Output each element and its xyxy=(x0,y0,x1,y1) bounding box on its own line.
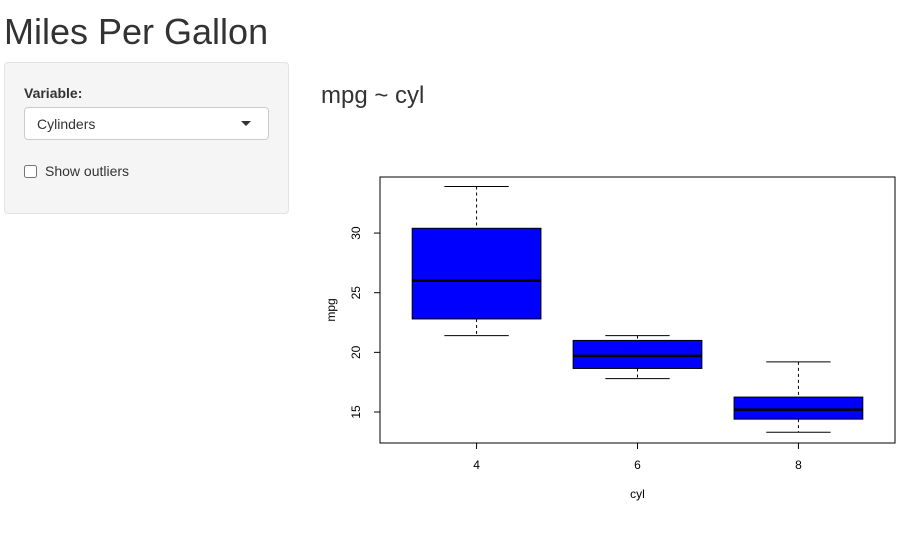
plot-title: mpg ~ cyl xyxy=(321,82,425,109)
chevron-down-icon xyxy=(241,121,251,126)
x-tick-label: 6 xyxy=(634,458,641,472)
sidebar-panel: Variable: Cylinders Show outliers xyxy=(4,62,289,214)
box-6 xyxy=(572,339,703,369)
y-axis-label: mpg xyxy=(324,298,338,321)
show-outliers-label[interactable]: Show outliers xyxy=(45,163,130,179)
y-tick-label: 25 xyxy=(349,286,363,300)
x-tick-label: 8 xyxy=(795,458,802,472)
y-tick-label: 30 xyxy=(349,226,363,240)
boxplot-chart: 15 20 25 30 4 6 8 cyl mpg xyxy=(324,176,896,501)
x-axis-label: cyl xyxy=(630,487,645,501)
y-tick-label: 20 xyxy=(349,345,363,359)
app-title: Miles Per Gallon xyxy=(4,11,269,52)
variable-select[interactable]: Cylinders xyxy=(24,107,269,140)
box-4 xyxy=(411,227,542,320)
show-outliers-checkbox[interactable] xyxy=(24,165,37,178)
x-tick-label: 4 xyxy=(473,458,480,472)
variable-label: Variable: xyxy=(24,85,83,101)
y-tick-label: 15 xyxy=(349,405,363,419)
variable-select-value: Cylinders xyxy=(37,116,96,132)
box-8 xyxy=(733,396,864,420)
